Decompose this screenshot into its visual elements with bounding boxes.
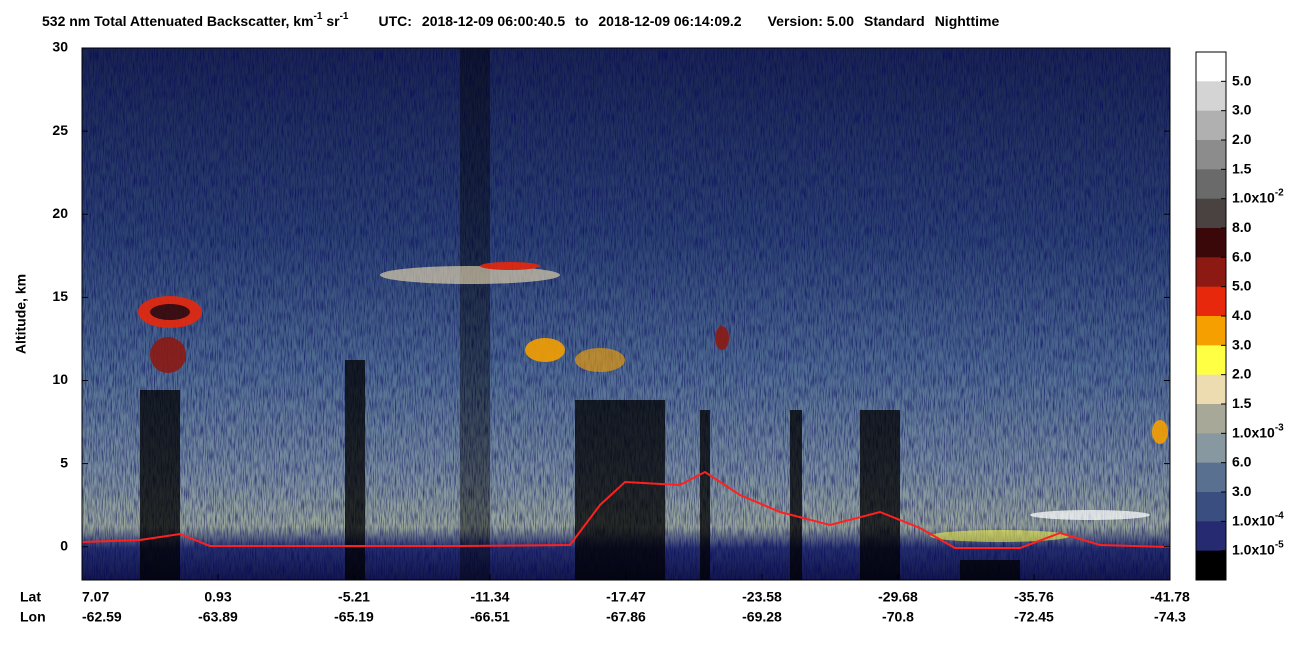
colorbar-label: 6.0 — [1232, 248, 1252, 264]
colorbar-label-exp: -3 — [1275, 422, 1284, 433]
y-tick-label: 25 — [52, 122, 68, 138]
title-superscript: -1 — [340, 11, 349, 22]
chart-title: 532 nm Total Attenuated Backscatter, km-… — [42, 11, 999, 29]
colorbar-swatch — [1196, 110, 1226, 141]
lat-label: -35.76 — [1014, 589, 1054, 605]
lat-label: 0.93 — [204, 589, 231, 605]
colorbar-label: 1.5 — [1232, 160, 1252, 176]
colorbar-swatch — [1196, 462, 1226, 493]
colorbar-swatch — [1196, 345, 1226, 376]
colorbar-swatch — [1196, 550, 1226, 581]
y-axis-label: Altitude, km — [13, 274, 29, 354]
title-product: 532 nm Total Attenuated Backscatter, km — [42, 13, 314, 29]
title-to: to — [575, 13, 588, 29]
x-row-label: Lat — [20, 589, 41, 605]
colorbar-label-text: 6.0 — [1232, 248, 1252, 264]
title-superscript: -1 — [314, 11, 323, 22]
colorbar-label-exp: -2 — [1275, 187, 1284, 198]
lat-label: -5.21 — [338, 589, 370, 605]
backscatter-image — [82, 48, 1170, 580]
colorbar-label-text: 1.0x10 — [1232, 424, 1275, 440]
colorbar-label-text: 1.5 — [1232, 395, 1252, 411]
colorbar-swatch — [1196, 81, 1226, 112]
y-tick-label: 10 — [52, 371, 68, 387]
colorbar-label: 3.0 — [1232, 336, 1252, 352]
x-row-label: Lon — [20, 609, 46, 625]
colorbar-label: 3.0 — [1232, 483, 1252, 499]
lon-label: -65.19 — [334, 609, 374, 625]
colorbar-label: 2.0 — [1232, 365, 1252, 381]
title-end: 2018-12-09 06:14:09.2 — [598, 13, 741, 29]
y-tick-label: 0 — [60, 537, 68, 553]
colorbar-swatch — [1196, 140, 1226, 170]
colorbar-label: 1.0x10-3 — [1232, 422, 1284, 440]
y-tick-label: 30 — [52, 39, 68, 55]
colorbar-label-text: 3.0 — [1232, 483, 1252, 499]
lon-label: -69.28 — [742, 609, 782, 625]
colorbar-label-text: 5.0 — [1232, 277, 1252, 293]
y-tick-label: 5 — [60, 454, 68, 470]
colorbar-swatch — [1196, 316, 1226, 346]
lon-label: -66.51 — [470, 609, 510, 625]
lon-label: -67.86 — [606, 609, 646, 625]
colorbar-label-exp: -4 — [1275, 510, 1284, 521]
title-mode: Standard — [864, 13, 925, 29]
lat-label: -17.47 — [606, 589, 646, 605]
colorbar-swatch — [1196, 521, 1226, 552]
title-utc: UTC: — [378, 13, 411, 29]
colorbar-swatch — [1196, 374, 1226, 405]
lat-label: -29.68 — [878, 589, 918, 605]
title-time: Nighttime — [935, 13, 1000, 29]
colorbar-label: 8.0 — [1232, 219, 1252, 235]
colorbar-label: 1.0x10-2 — [1232, 187, 1284, 205]
colorbar-label-text: 1.0x10 — [1232, 189, 1275, 205]
lon-label: -63.89 — [198, 609, 238, 625]
colorbar-label: 5.0 — [1232, 72, 1252, 88]
colorbar-swatch — [1196, 52, 1226, 82]
colorbar-label: 1.0x10-4 — [1232, 510, 1284, 528]
colorbar-label-text: 4.0 — [1232, 307, 1252, 323]
colorbar-swatch — [1196, 228, 1226, 258]
colorbar-label-text: 8.0 — [1232, 219, 1252, 235]
colorbar-label-text: 2.0 — [1232, 365, 1252, 381]
colorbar-label-exp: -5 — [1275, 539, 1284, 550]
colorbar-label: 5.0 — [1232, 277, 1252, 293]
colorbar-swatch — [1196, 169, 1226, 200]
y-tick-label: 20 — [52, 205, 68, 221]
colorbar-label: 4.0 — [1232, 307, 1252, 323]
colorbar-label-text: 3.0 — [1232, 101, 1252, 117]
y-tick-label: 15 — [52, 288, 68, 304]
colorbar-label: 3.0 — [1232, 101, 1252, 117]
colorbar-label: 1.5 — [1232, 395, 1252, 411]
colorbar-label: 1.0x10-5 — [1232, 539, 1284, 557]
colorbar-swatch — [1196, 404, 1226, 434]
title-unit: sr — [322, 13, 340, 29]
lat-label: -41.78 — [1150, 589, 1190, 605]
title-start: 2018-12-09 06:00:40.5 — [422, 13, 565, 29]
colorbar-label-text: 5.0 — [1232, 72, 1252, 88]
colorbar-label-text: 2.0 — [1232, 131, 1252, 147]
colorbar-swatch — [1196, 198, 1226, 229]
colorbar-swatch — [1196, 286, 1226, 317]
lat-label: -23.58 — [742, 589, 782, 605]
colorbar-label-text: 6.0 — [1232, 453, 1252, 469]
lon-label: -70.8 — [882, 609, 914, 625]
colorbar-label: 6.0 — [1232, 453, 1252, 469]
colorbar-swatch — [1196, 257, 1226, 288]
colorbar-label: 2.0 — [1232, 131, 1252, 147]
title-version: Version: 5.00 — [768, 13, 855, 29]
lat-label: 7.07 — [82, 589, 109, 605]
lon-label: -74.3 — [1154, 609, 1186, 625]
colorbar-label-text: 1.5 — [1232, 160, 1252, 176]
colorbar-label-text: 1.0x10 — [1232, 512, 1275, 528]
lon-label: -62.59 — [82, 609, 122, 625]
colorbar-swatch — [1196, 492, 1226, 522]
lon-label: -72.45 — [1014, 609, 1054, 625]
colorbar-label-text: 3.0 — [1232, 336, 1252, 352]
colorbar-label-text: 1.0x10 — [1232, 541, 1275, 557]
lat-label: -11.34 — [471, 589, 510, 605]
colorbar-swatch — [1196, 433, 1226, 464]
title-text: 532 nm Total Attenuated Backscatter, km-… — [42, 11, 999, 29]
